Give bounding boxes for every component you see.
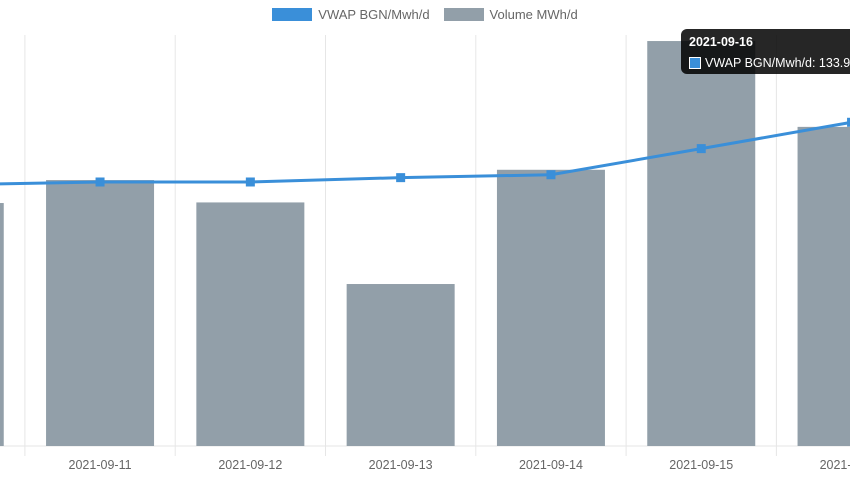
x-tick-label: 2021-09-12 xyxy=(218,458,282,472)
tooltip-swatch xyxy=(689,57,701,69)
line-point xyxy=(245,177,255,187)
bar xyxy=(196,202,305,446)
bar xyxy=(496,169,605,447)
legend-swatch-vwap xyxy=(272,8,313,21)
bar xyxy=(346,284,455,446)
tooltip: 2021-09-16 VWAP BGN/Mwh/d: 133.9 xyxy=(681,29,850,74)
tooltip-row: VWAP BGN/Mwh/d: 133.9 xyxy=(689,56,850,70)
x-tick-label: 2021-09-15 xyxy=(669,458,733,472)
legend-swatch-volume xyxy=(443,8,484,21)
x-tick-label: 2021-09-14 xyxy=(519,458,583,472)
vwap-line xyxy=(0,117,850,187)
x-axis-labels: 2021-09-102021-09-112021-09-122021-09-13… xyxy=(69,458,850,472)
tooltip-title: 2021-09-16 xyxy=(689,35,753,49)
legend-label-volume: Volume MWh/d xyxy=(489,7,578,22)
line-point xyxy=(847,117,850,127)
x-tick-label: 2021-09-16 xyxy=(820,458,850,472)
legend: VWAP BGN/Mwh/d Volume MWh/d xyxy=(0,7,850,22)
line-point xyxy=(696,144,706,154)
line-point xyxy=(95,177,105,187)
x-tick-label: 2021-09-11 xyxy=(69,458,132,472)
legend-item-vwap[interactable]: VWAP BGN/Mwh/d xyxy=(272,7,430,22)
bar xyxy=(647,41,756,446)
legend-label-vwap: VWAP BGN/Mwh/d xyxy=(318,7,430,22)
tooltip-label: VWAP BGN/Mwh/d: 133.9 xyxy=(705,56,850,70)
line-point xyxy=(546,170,556,180)
bar xyxy=(0,203,4,446)
bar xyxy=(797,126,850,446)
volume-bars xyxy=(0,41,850,447)
x-tick-label: 2021-09-13 xyxy=(369,458,433,472)
legend-item-volume[interactable]: Volume MWh/d xyxy=(443,7,578,22)
bar xyxy=(46,180,155,446)
line-point xyxy=(396,173,406,183)
